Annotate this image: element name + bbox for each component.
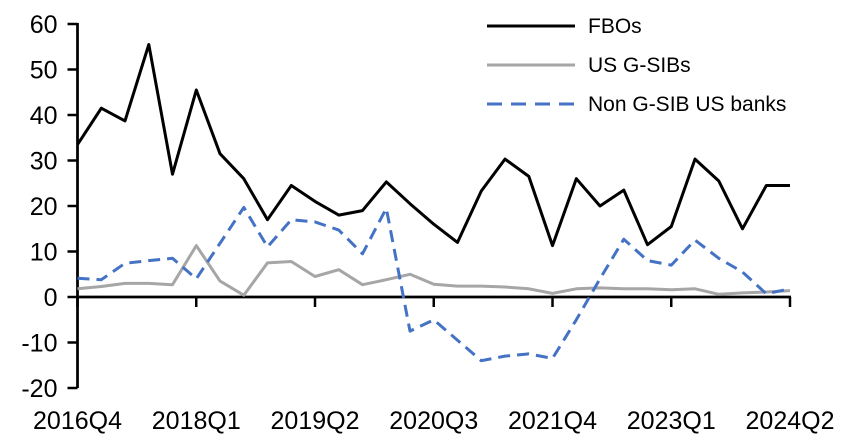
x-tick-label-2019Q2: 2019Q2 [271,407,360,435]
y-axis-ticks [67,22,78,390]
fbos-legend-label: FBOs [588,15,642,38]
x-tick-label-2020Q3: 2020Q3 [389,407,478,435]
axes [76,23,791,388]
us-g-sibs-line [77,244,791,297]
x-axis-labels: 2016Q4 2018Q1 2019Q2 2020Q3 2021Q4 2023Q1 2024… [33,407,834,435]
y-tick-label--20: -20 [21,375,57,403]
x-tick-label-2021Q4: 2021Q4 [508,407,597,435]
x-tick-label-2024Q2: 2024Q2 [746,407,835,435]
non-gsib-legend-label: Non G-SIB US banks [588,93,786,116]
y-tick-label-60: 60 [30,11,58,39]
fbos-line [76,43,790,248]
data-series [76,43,791,363]
y-tick-label-20: 20 [30,193,58,221]
y-axis-labels: 60 50 40 30 20 10 0 -10 -20 [21,11,57,403]
x-tick-label-2016Q4: 2016Q4 [33,407,122,435]
y-tick-label-0: 0 [44,284,58,312]
y-tick-label-30: 30 [30,148,58,176]
y-tick-label-50: 50 [30,57,58,85]
us-gsibs-legend-label: US G-SIBs [588,54,691,77]
x-tick-label-2023Q1: 2023Q1 [627,407,716,435]
legend: FBOs US G-SIBs Non G-SIB US banks [487,15,786,116]
y-tick-label-40: 40 [30,102,58,130]
y-tick-label-10: 10 [30,239,58,267]
x-axis-ticks [76,297,792,307]
y-tick-label--10: -10 [21,330,57,358]
x-tick-label-2018Q1: 2018Q1 [152,407,241,435]
non-g-sib-us-banks-line [77,205,791,363]
